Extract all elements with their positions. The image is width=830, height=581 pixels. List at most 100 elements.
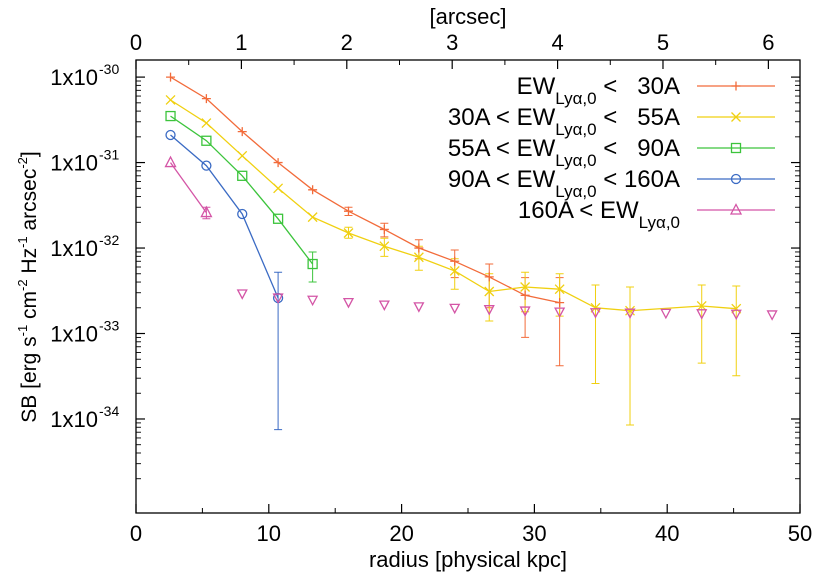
- x-tick-label: 20: [389, 521, 413, 546]
- legend-text-part: < 55A: [597, 104, 680, 131]
- upper-limit-marker: [554, 307, 566, 318]
- y-tick-exponent: -30: [99, 61, 119, 77]
- x2-tick-label: 5: [657, 30, 669, 55]
- upper-limit-marker: [624, 308, 636, 320]
- data-point-triangle: [200, 205, 213, 218]
- upper-limit-marker: [766, 310, 778, 321]
- legend-text-part: EW: [517, 135, 556, 162]
- data-point-cross: [484, 286, 495, 297]
- upper-limit-marker: [378, 300, 390, 311]
- data-point-cross: [307, 212, 318, 223]
- legend-text-part: EW: [600, 197, 639, 224]
- legend-text-part: ,0: [582, 120, 596, 139]
- data-point-plus: [166, 72, 176, 82]
- upper-limit-marker: [483, 305, 495, 316]
- y-tick-label: 1x10: [50, 65, 98, 90]
- y-tick-label: 1x10: [50, 322, 98, 347]
- legend-text-part: α: [573, 151, 583, 170]
- x2-tick-label: 3: [446, 30, 458, 55]
- error-bar: [732, 285, 741, 377]
- data-point-circle: [237, 208, 248, 220]
- data-point-cross: [731, 112, 741, 122]
- legend-text-part: 55A <: [448, 135, 517, 162]
- x-axis-label: radius [physical kpc]: [369, 547, 567, 572]
- legend-entry-label: EWLyα,0 < 30A: [517, 73, 680, 108]
- x-tick-label: 10: [257, 521, 281, 546]
- x2-tick-label: 4: [551, 30, 563, 55]
- data-point-plus: [731, 81, 741, 91]
- error-bar: [591, 284, 600, 385]
- series-markers: [164, 72, 778, 321]
- legend-entry-label: 55A < EWLyα,0 < 90A: [448, 135, 680, 170]
- upper-limit-marker: [413, 302, 425, 313]
- data-point-square: [272, 213, 284, 224]
- legend-text-part: α: [573, 120, 583, 139]
- upper-limit-marker: [519, 306, 531, 317]
- data-point-plus: [273, 158, 283, 168]
- upper-limit-marker: [272, 293, 284, 304]
- legend-entry-label: 30A < EWLyα,0 < 55A: [448, 104, 680, 139]
- data-point-plus: [414, 243, 424, 253]
- y-tick-label: 1x10: [50, 407, 98, 432]
- data-point-square: [307, 258, 318, 270]
- data-point-plus: [343, 206, 353, 216]
- upper-limit-marker: [660, 308, 672, 320]
- legend-text-part: Ly: [555, 89, 573, 108]
- legend-text-part: Ly: [555, 151, 573, 170]
- series-line: [169, 162, 207, 213]
- y-tick-exponent: -32: [99, 232, 119, 248]
- data-point-cross: [625, 305, 635, 316]
- data-point-plus: [484, 272, 494, 282]
- data-point-cross: [379, 241, 390, 252]
- y-tick-exponent: -31: [99, 147, 119, 163]
- data-point-plus: [555, 298, 565, 308]
- y-tick-label: 1x10: [50, 236, 98, 261]
- data-point-circle: [201, 160, 212, 171]
- legend-text-part: 90A <: [448, 166, 517, 193]
- data-point-plus: [520, 290, 530, 300]
- upper-limit-marker: [307, 295, 319, 307]
- upper-limit-marker: [236, 289, 248, 300]
- data-point-cross: [343, 228, 354, 238]
- data-point-cross: [165, 95, 176, 105]
- legend-text-part: < 160A: [597, 166, 680, 193]
- legend-text-part: α: [573, 89, 583, 108]
- legend-text-part: 160A <: [518, 197, 600, 224]
- error-bar: [308, 251, 317, 283]
- upper-limit-marker: [730, 309, 742, 321]
- legend-text-part: ,0: [582, 89, 596, 108]
- x-tick-label: 50: [788, 521, 812, 546]
- series-line: [170, 134, 279, 299]
- legend-text-part: α: [656, 213, 666, 232]
- legend-text-part: < 90A: [597, 135, 680, 162]
- legend-entry-label: 90A < EWLyα,0 < 160A: [448, 166, 680, 201]
- data-point-plus: [450, 256, 460, 266]
- legend-text-part: ,0: [666, 213, 680, 232]
- data-point-cross: [201, 118, 212, 129]
- data-point-cross: [520, 282, 531, 292]
- legend-text-part: Ly: [555, 182, 573, 201]
- error-bar: [697, 284, 706, 364]
- legend-text-part: EW: [517, 73, 556, 100]
- y-tick-exponent: -34: [99, 403, 119, 419]
- data-point-circle: [165, 129, 176, 141]
- legend-text-part: α: [573, 182, 583, 201]
- x-tick-label: 0: [130, 521, 142, 546]
- upper-limit-marker: [342, 297, 355, 309]
- data-point-square: [165, 110, 176, 122]
- legend-text-part: ,0: [582, 151, 596, 170]
- legend-text-part: Ly: [639, 213, 657, 232]
- series-line: [170, 115, 314, 265]
- upper-limit-marker: [696, 309, 708, 320]
- x2-tick-label: 6: [762, 30, 774, 55]
- data-point-cross: [554, 284, 565, 295]
- data-point-triangle: [729, 203, 743, 215]
- legend-entry-label: 160A < EWLyα,0: [518, 197, 680, 232]
- legend-text-part: EW: [517, 166, 556, 193]
- legend-text-part: < 30A: [597, 73, 680, 100]
- upper-limit-marker: [589, 308, 602, 319]
- data-point-square: [201, 135, 212, 146]
- series-line: [170, 99, 737, 312]
- data-point-circle: [730, 173, 742, 185]
- data-point-plus: [201, 94, 211, 104]
